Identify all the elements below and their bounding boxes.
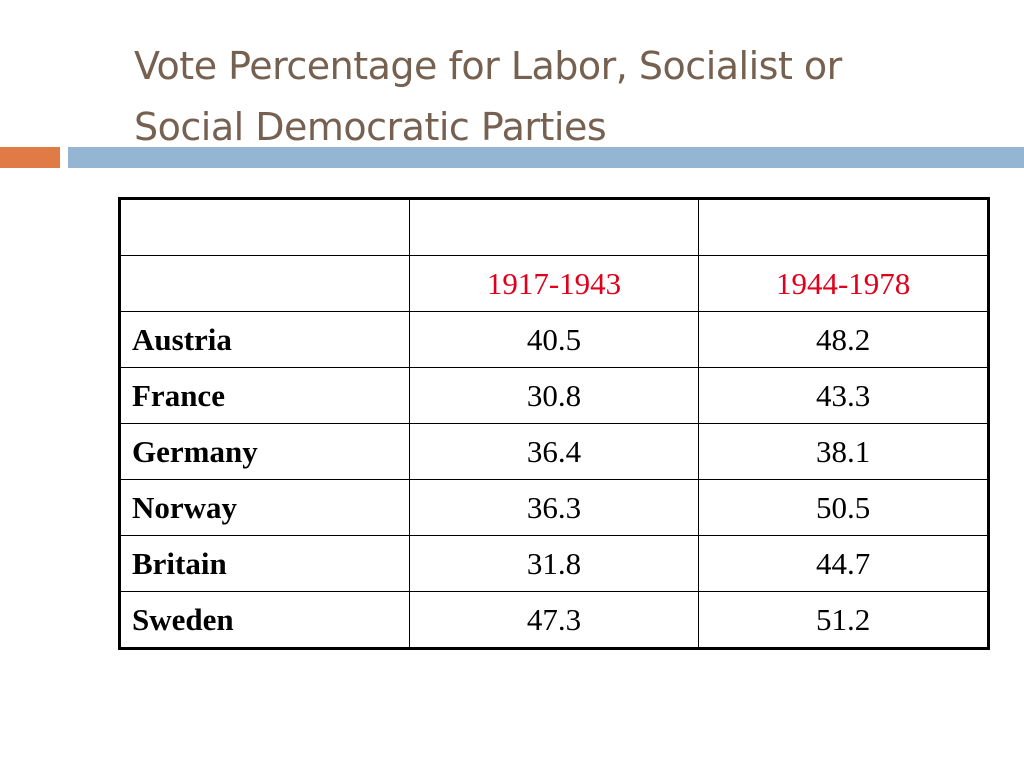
country-cell: Sweden [119,591,410,649]
slide-title-line-1: Vote Percentage for Labor, Socialist or [134,44,842,88]
value-cell-period-2: 44.7 [698,535,989,592]
value-cell-period-2: 43.3 [698,367,989,424]
value-cell-period-2: 38.1 [698,423,989,480]
value-cell-period-2: 51.2 [698,591,989,649]
accent-bar [0,147,60,168]
value-cell-period-2: 50.5 [698,479,989,536]
country-cell: Germany [119,423,410,480]
value-cell-period-1: 31.8 [408,535,700,592]
table-row: Britain 31.8 44.7 [119,535,989,592]
table-row: France 30.8 43.3 [119,367,989,424]
blank-cell [698,198,989,256]
slide-title-line-2: Social Democratic Parties [134,105,607,149]
table-header-row: 1917-1943 1944-1978 [119,255,989,312]
title-underline-bar [68,147,1024,168]
blank-cell [119,198,410,256]
table-blank-row [119,198,989,256]
table-row: Sweden 47.3 51.2 [119,591,989,649]
country-cell: France [119,367,410,424]
vote-percentage-table: 1917-1943 1944-1978 Austria 40.5 48.2 Fr… [118,197,990,650]
value-cell-period-1: 36.4 [408,423,700,480]
country-cell: Norway [119,479,410,536]
value-cell-period-1: 30.8 [408,367,700,424]
value-cell-period-2: 48.2 [698,311,989,368]
slide-title: Vote Percentage for Labor, Socialist or … [134,36,994,158]
blank-cell [408,198,700,256]
value-cell-period-1: 36.3 [408,479,700,536]
table-row: Austria 40.5 48.2 [119,311,989,368]
value-cell-period-1: 40.5 [408,311,700,368]
table-row: Germany 36.4 38.1 [119,423,989,480]
country-cell: Austria [119,311,410,368]
header-corner-cell [119,255,410,312]
period-header-1917-1943: 1917-1943 [408,255,700,312]
country-cell: Britain [119,535,410,592]
table-row: Norway 36.3 50.5 [119,479,989,536]
period-header-1944-1978: 1944-1978 [698,255,989,312]
value-cell-period-1: 47.3 [408,591,700,649]
